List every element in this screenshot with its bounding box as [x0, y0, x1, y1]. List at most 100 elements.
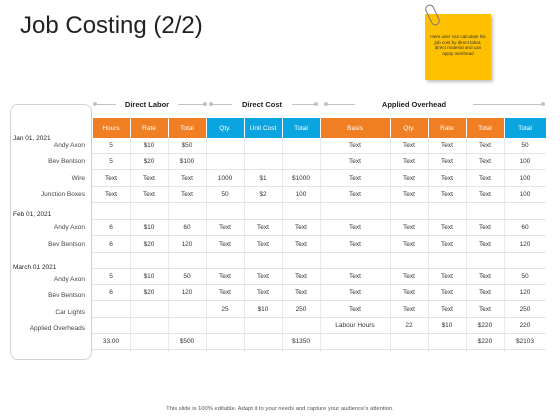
row-label: Junction Boxes — [40, 191, 85, 198]
table-cell: Text — [349, 241, 361, 248]
table-cell: Text — [403, 142, 415, 149]
table-cell: 120 — [519, 241, 531, 248]
page-title: Job Costing (2/2) — [20, 12, 203, 39]
table-cell: Text — [479, 241, 491, 248]
table-cell: 220 — [519, 322, 531, 329]
row-label: Bev Bentson — [48, 292, 85, 299]
table-cell: Text — [479, 175, 491, 182]
group-direct-labor: Direct Labor — [116, 98, 178, 112]
table-cell: Text — [403, 224, 415, 231]
table-cell: $2 — [259, 191, 267, 198]
row-label: Andy Axon — [53, 276, 85, 283]
table-cell: $20 — [143, 158, 155, 165]
table-cell: 5 — [109, 142, 113, 149]
table-cell: Text — [257, 224, 269, 231]
table-cell: 50 — [521, 142, 529, 149]
sticky-note-text: Here user can calculate his job cost by … — [430, 34, 486, 56]
row-label: Bev Bentson — [48, 158, 85, 165]
column-divider — [244, 138, 245, 352]
table-cell: Text — [219, 273, 231, 280]
table-cell: Text — [403, 289, 415, 296]
row-label: Car Lights — [55, 309, 85, 316]
group-divider-dot — [209, 102, 213, 106]
table-cell: 6 — [109, 224, 113, 231]
column-divider — [504, 138, 505, 352]
table-cell: Text — [295, 241, 307, 248]
table-cell: 100 — [295, 191, 307, 198]
table-cell: 22 — [405, 322, 413, 329]
table-cell: Text — [219, 289, 231, 296]
column-header: Total — [504, 118, 546, 138]
row-divider — [92, 333, 546, 334]
table-cell: Text — [105, 175, 117, 182]
column-header: Hours — [92, 118, 130, 138]
sticky-note: Here user can calculate his job cost by … — [425, 14, 491, 80]
table-cell: Text — [349, 224, 361, 231]
table-cell: 6 — [109, 241, 113, 248]
row-divider — [92, 153, 546, 154]
table-cell: Text — [295, 273, 307, 280]
row-divider — [92, 284, 546, 285]
column-header: Qty. — [390, 118, 428, 138]
table-cell: Text — [441, 306, 453, 313]
table-cell: Text — [441, 273, 453, 280]
table-cell: 1000 — [217, 175, 233, 182]
footer-note: This slide is 100% editable. Adapt it to… — [166, 406, 394, 412]
table-cell: Text — [479, 158, 491, 165]
table-cell: Text — [479, 306, 491, 313]
table-cell: Text — [403, 158, 415, 165]
row-label: Wire — [71, 175, 85, 182]
table-cell: Text — [257, 241, 269, 248]
row-divider — [92, 202, 546, 203]
table-cell: $1000 — [291, 175, 311, 182]
table-cell: 5 — [109, 158, 113, 165]
group-divider-dot — [324, 102, 328, 106]
table-cell: 120 — [519, 289, 531, 296]
table-cell: $1 — [259, 175, 267, 182]
column-header: Unit Cost — [244, 118, 282, 138]
column-divider — [282, 138, 283, 352]
table-cell: Text — [295, 224, 307, 231]
row-divider — [92, 252, 546, 253]
table-cell: Text — [441, 241, 453, 248]
row-divider — [92, 186, 546, 187]
table-cell: $1350 — [291, 338, 311, 345]
table-cell: $500 — [179, 338, 195, 345]
table-cell: Text — [105, 191, 117, 198]
row-label: Andy Axon — [53, 224, 85, 231]
table-cell: Text — [349, 306, 361, 313]
row-divider — [92, 219, 546, 220]
row-label: Andy Axon — [53, 142, 85, 149]
table-cell: 100 — [519, 175, 531, 182]
table-cell: Text — [479, 273, 491, 280]
table-cell: 50 — [521, 273, 529, 280]
table-cell: Text — [349, 191, 361, 198]
table-cell: Text — [295, 289, 307, 296]
group-applied-overhead: Applied Overhead — [355, 98, 473, 112]
table-cell: $10 — [257, 306, 269, 313]
group-divider-dot — [541, 102, 545, 106]
table-cell: $10 — [143, 273, 155, 280]
table-cell: Text — [349, 273, 361, 280]
table-cell: Text — [403, 241, 415, 248]
table-cell: $100 — [179, 158, 195, 165]
table-cell: Text — [349, 175, 361, 182]
table-cell: Text — [181, 175, 193, 182]
table-cell: Text — [441, 158, 453, 165]
column-header: Rate — [130, 118, 168, 138]
table-cell: Text — [257, 273, 269, 280]
table-cell: 50 — [221, 191, 229, 198]
table-cell: $20 — [143, 289, 155, 296]
row-label-panel — [10, 104, 92, 360]
table-cell: 120 — [181, 241, 193, 248]
table-cell: Text — [143, 175, 155, 182]
table-cell: Text — [349, 158, 361, 165]
table-cell: 25 — [221, 306, 229, 313]
table-cell: $220 — [477, 322, 493, 329]
table-cell: 100 — [519, 158, 531, 165]
table-cell: Text — [441, 175, 453, 182]
column-header: Total — [282, 118, 320, 138]
table-cell: $220 — [477, 338, 493, 345]
row-group-date: March 01 2021 — [13, 264, 57, 271]
group-divider-dot — [314, 102, 318, 106]
